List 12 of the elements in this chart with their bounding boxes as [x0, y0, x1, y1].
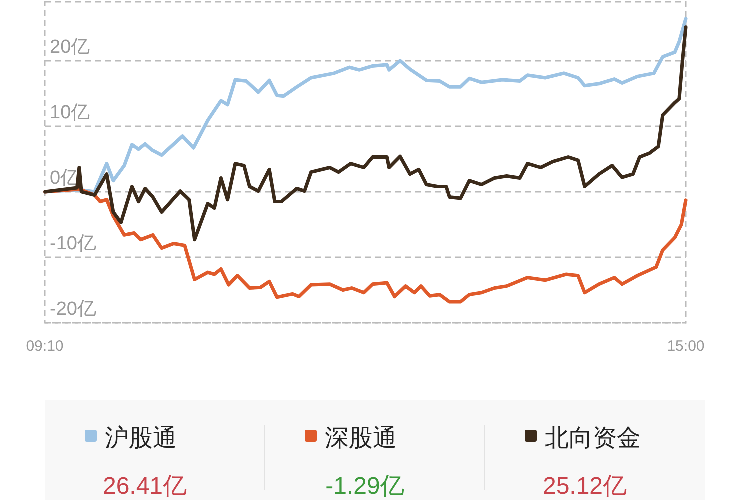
text: 26.41亿 — [102, 473, 188, 500]
legend-label: 沪股通 — [105, 425, 177, 452]
legend-label: 北向资金 — [545, 425, 641, 452]
x-tick-label: 09:10 — [26, 338, 64, 355]
y-tick-label: 10亿 — [50, 102, 90, 124]
y-tick-label: -10亿 — [50, 233, 96, 254]
y-tick-label: -20亿 — [50, 299, 96, 320]
text: 25.12亿 — [542, 473, 628, 500]
y-tick-label: 20亿 — [50, 36, 90, 58]
legend-label: 深股通 — [325, 425, 397, 452]
text: -1.29亿 — [326, 473, 404, 500]
x-tick-label: 15:00 — [667, 338, 705, 355]
